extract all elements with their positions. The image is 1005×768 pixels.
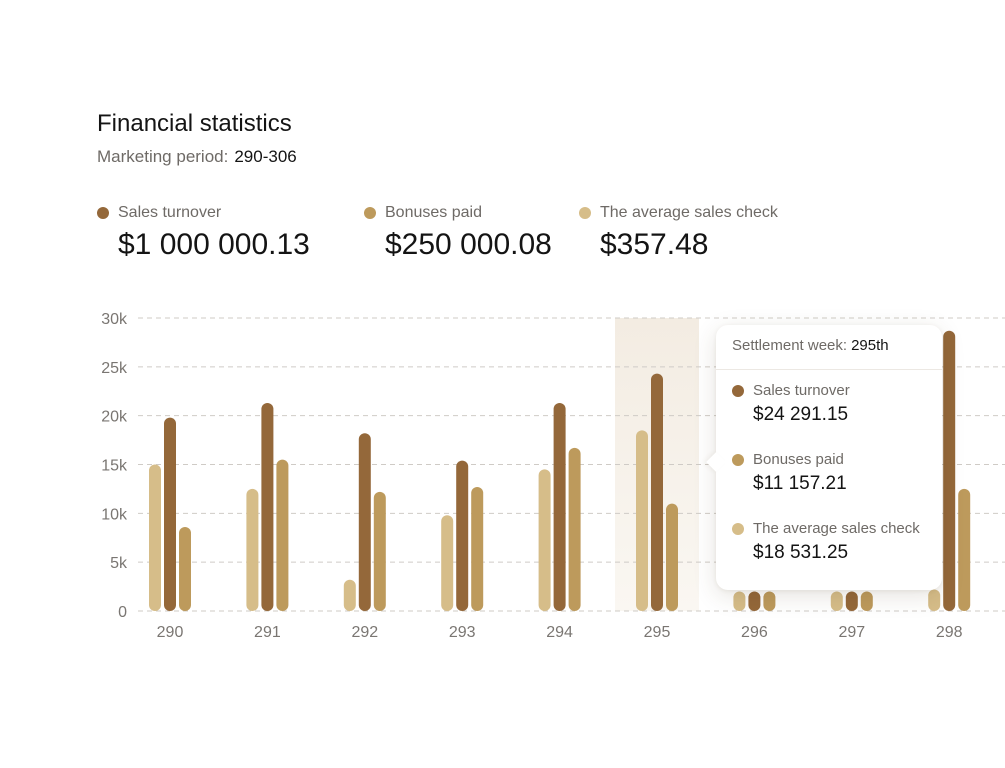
y-tick-label: 20k	[101, 409, 128, 426]
bar	[943, 330, 956, 611]
stat-bonuses-paid: Bonuses paid $250 000.08	[364, 204, 552, 262]
bar	[763, 591, 776, 611]
bar	[441, 515, 454, 611]
y-tick-label: 10k	[101, 506, 128, 523]
sales-turnover-dot-icon	[732, 384, 744, 397]
period-value: 290-306	[234, 147, 297, 166]
stat-sales-turnover: Sales turnover $1 000 000.13	[97, 204, 310, 262]
tooltip-item-label: Sales turnover	[753, 382, 850, 399]
bar	[261, 402, 274, 611]
bar	[246, 488, 259, 611]
tooltip-item-value: $11 157.21	[753, 473, 847, 494]
tooltip-item-bonuses-paid: Bonuses paid $11 157.21	[732, 451, 847, 495]
bar	[343, 579, 356, 611]
bar	[456, 460, 469, 611]
x-tick-label: 298	[936, 624, 963, 641]
stat-label: Bonuses paid	[385, 204, 482, 221]
tooltip-item-value: $18 531.25	[753, 542, 849, 563]
tooltip-item-value: $24 291.15	[753, 404, 849, 425]
y-tick-label: 30k	[101, 311, 128, 328]
x-tick-label: 297	[838, 624, 865, 641]
x-tick-label: 290	[157, 624, 184, 641]
y-tick-label: 5k	[110, 555, 128, 572]
bar	[553, 402, 566, 611]
bar	[733, 591, 746, 611]
tooltip-item-label: The average sales check	[753, 520, 920, 537]
x-tick-label: 291	[254, 624, 281, 641]
bar	[928, 589, 941, 611]
page-title: Financial statistics	[97, 110, 292, 137]
sales-turnover-dot-icon	[97, 207, 109, 219]
bar	[179, 527, 191, 611]
x-tick-label: 295	[644, 624, 671, 641]
x-tick-label: 293	[449, 624, 476, 641]
tooltip-header: Settlement week: 295th	[732, 337, 889, 354]
x-tick-label: 294	[546, 624, 573, 641]
bar	[538, 469, 551, 611]
bar	[845, 591, 858, 611]
bar	[568, 447, 581, 611]
tooltip-week-label: Settlement week:	[732, 337, 848, 354]
stat-average-sales-check: The average sales check $357.48	[579, 204, 778, 262]
bar	[830, 591, 843, 611]
tooltip-divider	[716, 369, 942, 370]
bar	[149, 464, 161, 611]
period-label: Marketing period:	[97, 147, 229, 166]
tooltip-item-sales-turnover: Sales turnover $24 291.15	[732, 382, 850, 426]
y-tick-label: 0	[118, 604, 127, 621]
x-tick-label: 296	[741, 624, 768, 641]
bar	[471, 486, 484, 611]
chart-tooltip: Settlement week: 295th Sales turnover $24…	[716, 325, 942, 590]
x-tick-label: 292	[351, 624, 378, 641]
stat-label: The average sales check	[600, 204, 778, 221]
bonuses-paid-dot-icon	[732, 453, 744, 466]
y-tick-label: 25k	[101, 360, 128, 377]
average-check-dot-icon	[732, 522, 744, 535]
tooltip-week-value: 295th	[851, 337, 889, 354]
marketing-period: Marketing period: 290-306	[97, 147, 297, 167]
bar	[748, 591, 761, 611]
tooltip-item-average-sales-check: The average sales check $18 531.25	[732, 520, 920, 564]
y-tick-label: 15k	[101, 458, 128, 475]
bar	[358, 433, 371, 611]
bar	[958, 488, 971, 611]
bar	[860, 591, 873, 611]
bar	[651, 373, 663, 611]
bar	[636, 430, 648, 611]
average-check-dot-icon	[579, 207, 591, 219]
bar	[164, 417, 176, 611]
bonuses-paid-dot-icon	[364, 207, 376, 219]
stat-label: Sales turnover	[118, 204, 222, 221]
tooltip-item-label: Bonuses paid	[753, 451, 844, 468]
bar	[666, 503, 678, 611]
stat-value: $357.48	[600, 228, 709, 261]
bar	[373, 491, 386, 611]
stat-value: $1 000 000.13	[118, 228, 310, 261]
stat-value: $250 000.08	[385, 228, 552, 261]
bar	[276, 459, 289, 611]
